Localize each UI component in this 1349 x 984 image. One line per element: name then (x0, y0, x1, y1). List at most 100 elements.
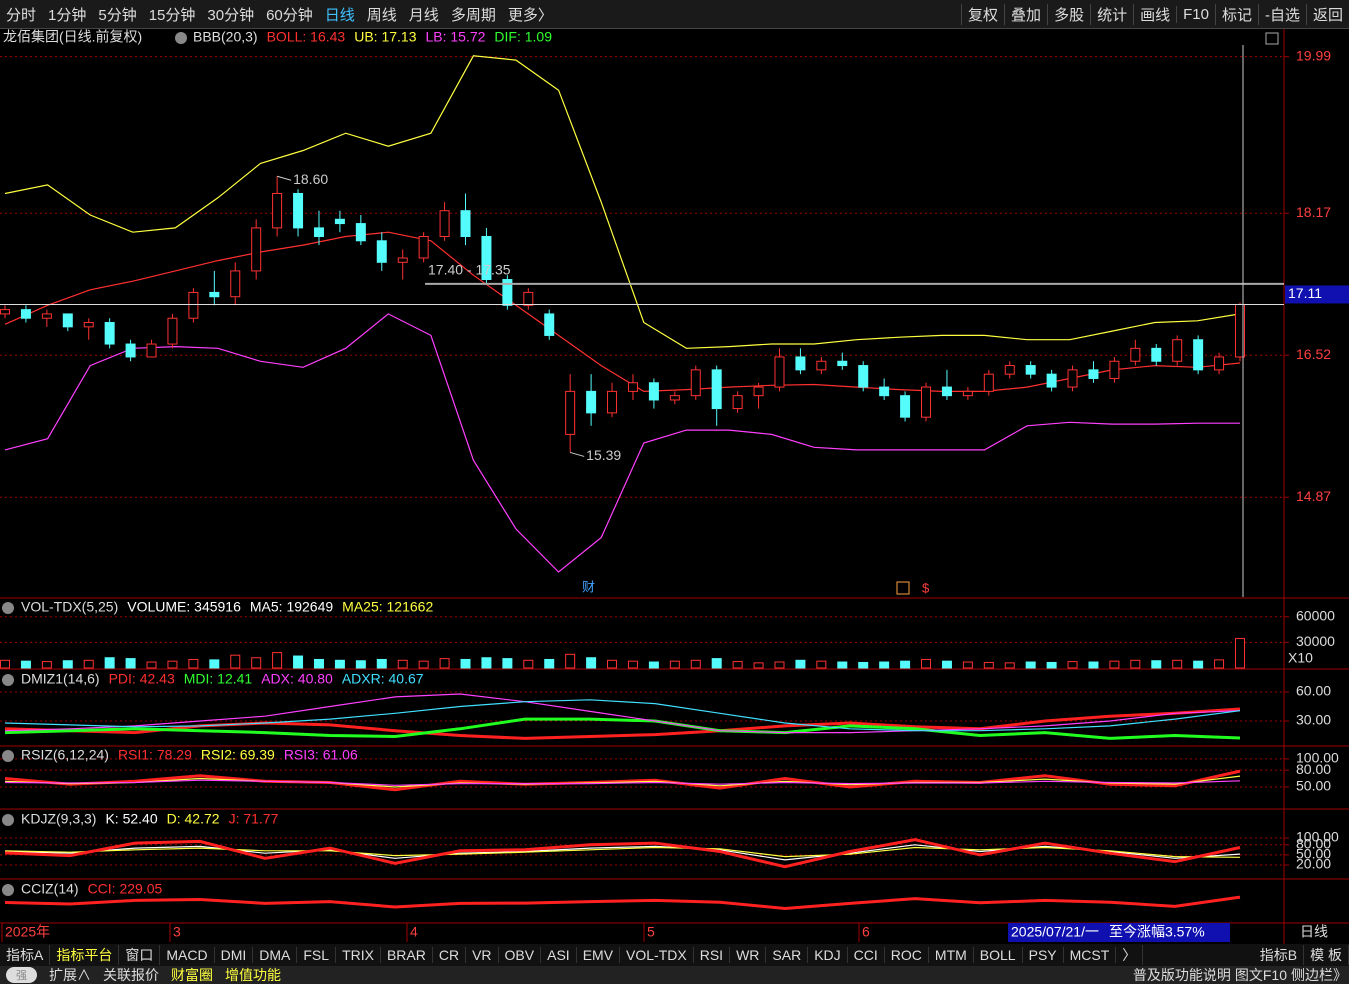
period-button[interactable]: 月线 (408, 6, 439, 24)
candle-body (627, 382, 638, 392)
indicator-tab[interactable]: ROC (885, 947, 929, 963)
toggle[interactable]: 强 (6, 967, 37, 983)
tool-button[interactable]: 多股 (1047, 3, 1090, 25)
indicator-tab[interactable]: 窗口 (119, 945, 161, 965)
template-tab[interactable]: 指标B (1254, 945, 1305, 965)
indicator-tab[interactable]: RSI (694, 947, 731, 963)
volume-bar (1109, 660, 1120, 669)
candle-body (125, 343, 136, 358)
indicator-tab[interactable]: 〉 (1116, 945, 1144, 965)
status-link[interactable]: 图文F10 (1234, 967, 1287, 983)
period-button[interactable]: 60分钟 (266, 6, 313, 24)
indicator-tab[interactable]: DMI (215, 947, 254, 963)
tool-button[interactable]: -自选 (1257, 3, 1306, 25)
period-button[interactable]: 周线 (366, 6, 397, 24)
indicator-tab[interactable]: KDJ (808, 947, 848, 963)
volume-bar (586, 657, 597, 669)
indicator-icon (2, 674, 14, 686)
legend-entry: MA25: 121662 (342, 599, 433, 615)
indicator-icon (2, 602, 14, 614)
indicator-tab[interactable]: EMV (577, 947, 621, 963)
indicator-tab[interactable]: VOL-TDX (620, 947, 694, 963)
indicator-tab[interactable]: FSL (297, 947, 337, 963)
candle-body (1025, 365, 1036, 375)
tool-button[interactable]: F10 (1176, 5, 1215, 23)
tool-button[interactable]: 返回 (1305, 3, 1349, 25)
indicator-tab[interactable]: BRAR (381, 947, 433, 963)
volume-bar (230, 654, 241, 669)
candle-body (1046, 373, 1057, 388)
indicator-name: VOL-TDX(5,25) (21, 599, 118, 615)
indicator-tab[interactable]: TRIX (336, 947, 381, 963)
status-link[interactable]: 普及版功能说明 (1132, 967, 1231, 983)
volume-bar (20, 660, 31, 669)
status-item[interactable]: 增值功能 (225, 967, 281, 983)
indicator-line (4, 846, 1241, 858)
volume-bar (858, 661, 869, 669)
indicator-tab[interactable]: MACD (160, 947, 215, 963)
candle-body (397, 257, 408, 263)
indicator-tab[interactable]: ASI (541, 947, 577, 963)
indicator-tab[interactable]: VR (466, 947, 499, 963)
tool-button[interactable]: 复权 (961, 3, 1004, 25)
legend-entry: RSI3: 61.06 (284, 747, 358, 763)
indicator-line (4, 838, 1241, 869)
indicator-name: BBB(20,3) (193, 29, 258, 45)
indicator-tab[interactable]: CCI (848, 947, 885, 963)
candle-body (607, 390, 618, 414)
indicator-tab[interactable]: MTM (929, 947, 974, 963)
period-button[interactable]: 30分钟 (207, 6, 255, 24)
indicator-tab[interactable]: PSY (1023, 947, 1064, 963)
indicator-tab[interactable]: DMA (253, 947, 298, 963)
volume-bar (544, 658, 555, 669)
volume-bar (1067, 661, 1078, 669)
indicator-tab[interactable]: CR (433, 947, 467, 963)
tool-button[interactable]: 标记 (1214, 3, 1258, 25)
period-button[interactable]: 日线 (324, 6, 355, 24)
indicator-line (4, 313, 1240, 573)
indicator-tab[interactable]: 指标平台 (50, 945, 120, 965)
candle-body (648, 382, 659, 401)
status-item[interactable]: 财富圈 (171, 967, 213, 983)
volume-bar (439, 658, 450, 669)
y-tick-label: 50.00 (1296, 778, 1331, 794)
status-item[interactable]: 关联报价 (103, 967, 159, 983)
candle-body (1214, 356, 1225, 371)
indicator-tab[interactable]: MCST (1064, 947, 1117, 963)
tool-button[interactable]: 统计 (1090, 3, 1133, 25)
candle-body (418, 235, 429, 259)
indicator-tab[interactable]: BOLL (974, 947, 1023, 963)
date-label: 2025年 (5, 924, 50, 940)
tool-button[interactable]: 画线 (1133, 3, 1176, 25)
volume-bar (313, 658, 324, 669)
period-toolbar: 分时 1分钟 5分钟 15分钟 30分钟 60分钟 日线 周线 月线 多周期 更多〉 复权 叠加 多股 统计… (0, 0, 1349, 29)
candle-body (251, 227, 262, 272)
period-button[interactable]: 1分钟 (48, 6, 87, 24)
tool-button[interactable]: 叠加 (1004, 3, 1047, 25)
status-link[interactable]: 侧边栏》 (1291, 967, 1347, 983)
volume-bar (1193, 660, 1204, 669)
period-button[interactable]: 更多〉 (507, 6, 553, 24)
volume-bar (146, 661, 157, 669)
period-button[interactable]: 5分钟 (98, 6, 137, 24)
volume-bar (879, 661, 890, 669)
chart-title: 龙佰集团(日线.前复权) (3, 29, 142, 45)
period-button[interactable]: 多周期 (450, 6, 496, 24)
volume-bar (125, 658, 136, 669)
status-item[interactable]: 扩展∧ (49, 967, 91, 983)
period-button[interactable]: 分时 (6, 6, 37, 24)
legend-entry: J: 71.77 (229, 811, 279, 827)
indicator-tab[interactable]: OBV (499, 947, 542, 963)
candle-body (20, 309, 31, 319)
candle-body (900, 395, 911, 418)
indicator-tab[interactable]: SAR (766, 947, 809, 963)
indicator-tab[interactable]: 指标A (0, 945, 51, 965)
template-tab[interactable]: 模 板 (1304, 945, 1349, 965)
indicator-tab[interactable]: WR (730, 947, 767, 963)
period-button[interactable]: 15分钟 (148, 6, 196, 24)
volume-bar (1214, 659, 1225, 669)
volume-bar (293, 655, 304, 669)
y-tick-label: 100.00 (1296, 829, 1339, 845)
candle-body (774, 356, 785, 388)
